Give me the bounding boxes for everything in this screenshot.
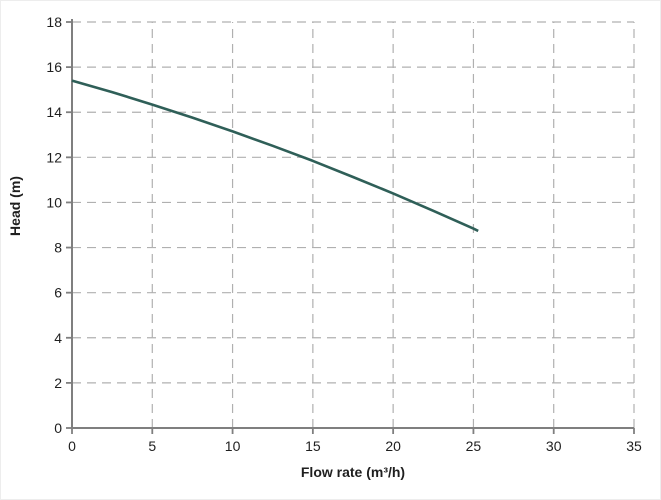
y-tick-label: 4 <box>54 330 62 346</box>
y-tick-label: 18 <box>46 14 62 30</box>
x-tick-label: 5 <box>148 438 156 454</box>
y-tick-label: 2 <box>54 375 62 391</box>
y-axis-title: Head (m) <box>7 176 23 236</box>
x-axis-title: Flow rate (m³/h) <box>300 464 406 480</box>
x-tick-label: 25 <box>466 438 482 454</box>
x-tick-label: 20 <box>385 438 401 454</box>
y-tick-label: 8 <box>54 240 62 256</box>
y-tick-label: 6 <box>54 285 62 301</box>
x-tick-label: 10 <box>225 438 241 454</box>
y-tick-label: 0 <box>54 420 62 436</box>
x-tick-label: 35 <box>626 438 642 454</box>
head-curve-line <box>71 79 479 233</box>
y-tick-label: 16 <box>46 59 62 75</box>
y-tick-label: 14 <box>46 104 62 120</box>
y-tick-label: 12 <box>46 149 62 165</box>
x-tick-label: 30 <box>546 438 562 454</box>
x-tick-label: 15 <box>305 438 321 454</box>
y-tick-label: 10 <box>46 194 62 210</box>
x-tick-label: 0 <box>68 438 76 454</box>
